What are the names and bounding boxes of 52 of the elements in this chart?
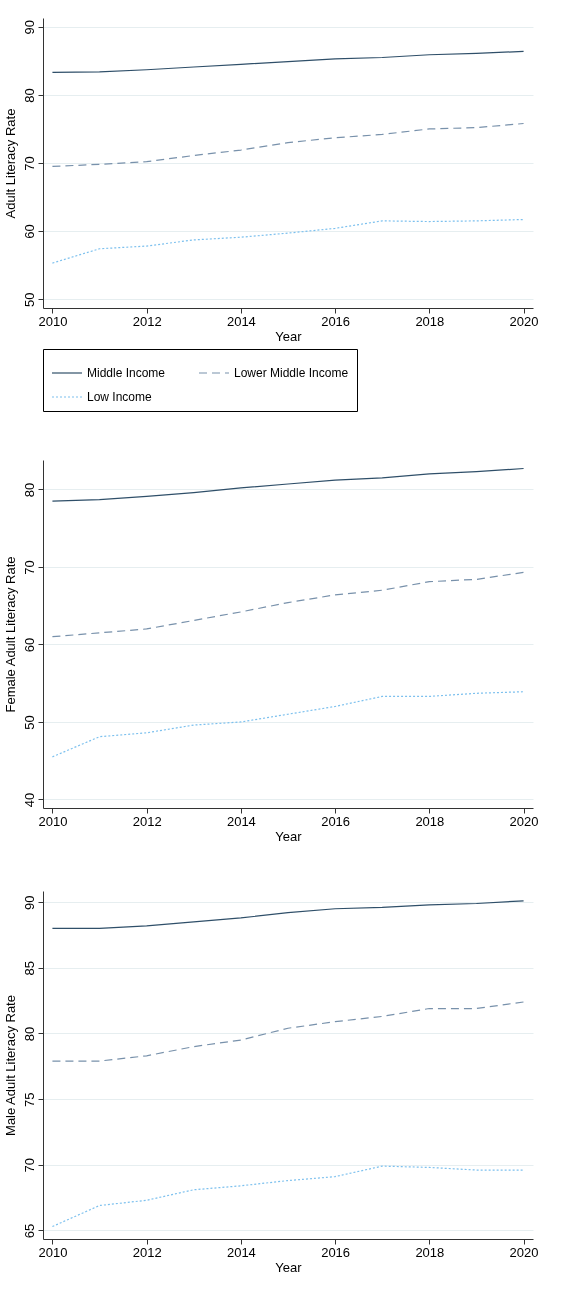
x-tick-label: 2020 [509,313,539,329]
legend-label: Low Income [87,390,153,404]
x-axis-title: Year [275,828,303,844]
x-tick-label: 2018 [415,813,445,829]
legend-label: Middle Income [87,366,166,380]
y-tick-label: 85 [21,961,37,976]
x-axis-title: Year [275,328,303,344]
x-tick-label: 2018 [415,1244,445,1260]
x-tick-label: 2010 [38,813,68,829]
y-tick-label: 75 [21,1092,37,1107]
y-tick-label: 80 [21,482,37,498]
y-tick-label: 90 [21,895,37,910]
line-series [51,218,525,264]
x-tick-label: 2014 [226,1244,256,1260]
y-tick-label: 60 [21,224,37,239]
y-tick-label: 70 [21,156,37,171]
y-axis-title: Female Adult Literacy Rate [2,556,18,713]
y-tick-label: 60 [21,637,37,653]
line-series [51,691,525,758]
line-series [51,1165,525,1228]
line-series [51,900,525,930]
x-tick-label: 2016 [321,813,351,829]
x-tick-label: 2010 [38,313,68,329]
x-tick-label: 2014 [226,813,256,829]
x-tick-label: 2016 [321,1244,351,1260]
line-series [51,467,525,502]
y-tick-label: 90 [21,20,37,35]
x-tick-label: 2014 [226,313,256,329]
y-tick-label: 50 [21,292,37,307]
y-tick-label: 80 [21,88,37,103]
line-series [51,1001,525,1062]
y-tick-label: 40 [21,792,37,808]
y-tick-label: 80 [21,1026,37,1042]
legend-label: Lower Middle Income [234,366,349,380]
x-tick-label: 2012 [132,813,162,829]
x-axis-title: Year [275,1259,303,1275]
y-axis-title: Adult Literacy Rate [2,108,18,219]
line-series [51,571,525,638]
x-tick-label: 2010 [38,1244,68,1260]
y-tick-label: 50 [21,715,37,730]
line-series [51,122,525,167]
y-axis-title: Male Adult Literacy Rate [2,995,18,1136]
x-tick-label: 2020 [509,1244,539,1260]
x-tick-label: 2018 [415,313,445,329]
y-tick-label: 70 [21,560,37,575]
y-tick-label: 70 [21,1158,37,1173]
line-series [51,50,525,74]
x-tick-label: 2020 [509,813,539,829]
x-tick-label: 2016 [321,313,351,329]
y-tick-label: 65 [21,1223,37,1239]
x-tick-label: 2012 [132,313,162,329]
x-tick-label: 2012 [132,1244,162,1260]
